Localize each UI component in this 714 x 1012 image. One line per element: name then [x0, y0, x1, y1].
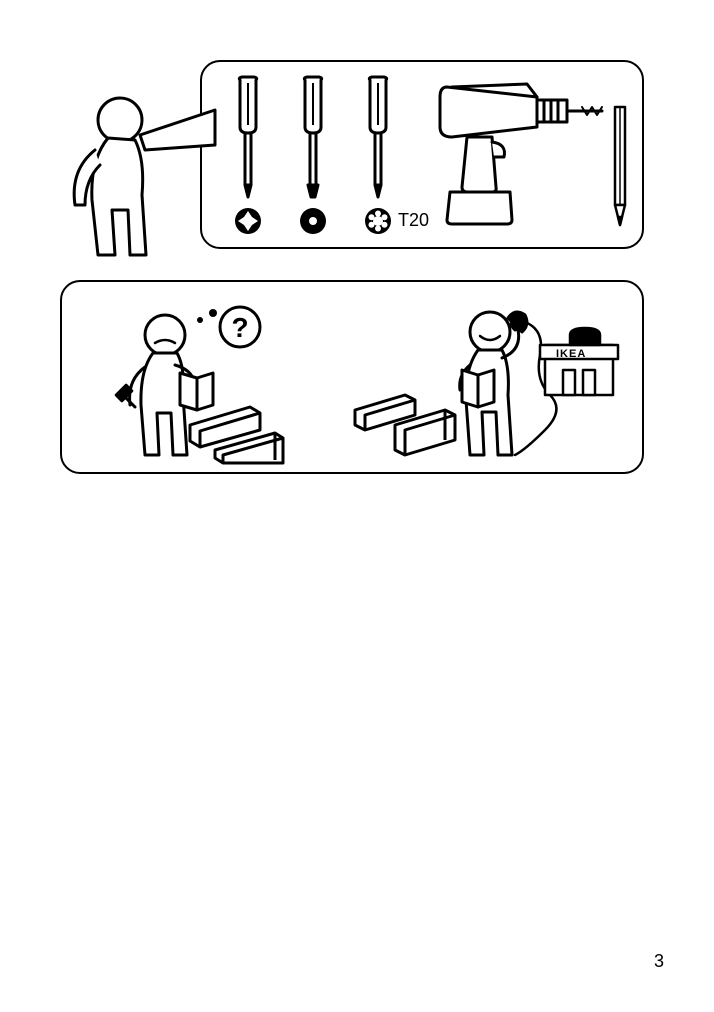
flat-bit-icon	[299, 207, 327, 235]
person-figure	[60, 90, 235, 265]
calling-person-icon	[350, 300, 630, 465]
pencil-icon	[610, 105, 630, 230]
screwdriver-phillips-icon	[228, 75, 268, 205]
phillips-bit-icon	[234, 207, 262, 235]
question-mark-text: ?	[231, 312, 248, 343]
power-drill-icon	[432, 72, 612, 227]
screwdriver-torx-icon	[358, 75, 398, 205]
instruction-page: T20	[0, 0, 714, 1012]
torx-size-label: T20	[398, 210, 429, 231]
torx-bit-icon	[364, 207, 392, 235]
ikea-store-label: IKEA	[556, 348, 586, 360]
screwdriver-flat-icon	[293, 75, 333, 205]
confused-person-icon: ?	[105, 295, 285, 465]
page-number: 3	[654, 951, 664, 972]
